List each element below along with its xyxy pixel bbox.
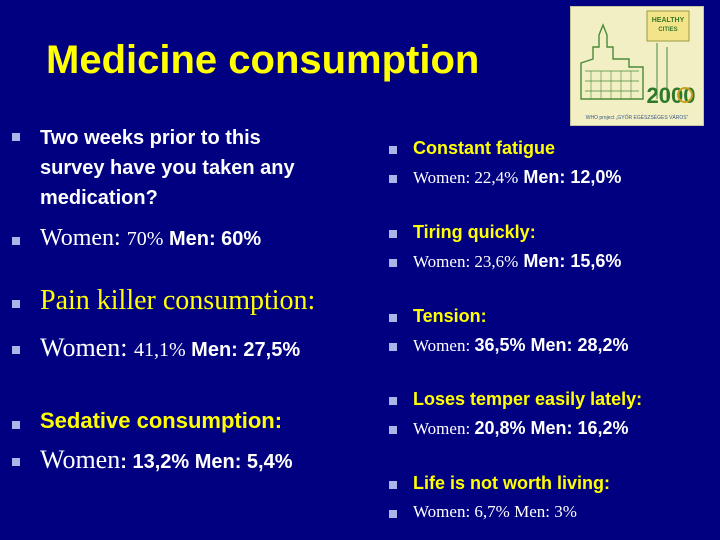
badge-line1: HEALTHY [652, 17, 685, 24]
bullet-icon [12, 237, 20, 245]
bullet-icon [389, 397, 397, 405]
fatigue-rates: Women: 22,4% Men: 12,0% [413, 167, 622, 187]
sedative-rates: Women: 13,2% Men: 5,4% [40, 445, 293, 474]
bullet-icon [12, 346, 20, 354]
bullet-icon [389, 510, 397, 518]
logo-caption: WHO project „GYŐR EGÉSZSÉGES VÁROS” [586, 114, 689, 121]
bullet-icon [12, 458, 20, 466]
badge-line2: CITIES [658, 27, 677, 33]
tiring-rates: Women: 23,6% Men: 15,6% [413, 251, 622, 271]
logo-year: 2000 [647, 83, 696, 108]
bullet-icon [389, 175, 397, 183]
slide-title: Medicine consumption [46, 38, 480, 82]
temper-label: Loses temper easily lately: [413, 389, 643, 409]
fatigue-label: Constant fatigue [413, 138, 555, 158]
tiring-label: Tiring quickly: [413, 222, 536, 242]
bullet-icon [12, 133, 20, 141]
bullet-icon [389, 230, 397, 238]
bullet-icon [389, 426, 397, 434]
pain-killer-label: Pain killer consumption: [40, 285, 316, 316]
question-line: medication? [40, 187, 158, 209]
temper-rates: Women: 20,8% Men: 16,2% [413, 418, 629, 438]
healthy-cities-logo: HEALTHY CITIES 2000 WHO project „GYŐR EG… [570, 6, 704, 126]
pain-killer-rates: Women: 41,1% Men: 27,5% [40, 333, 301, 362]
life-rates: Women: 6,7% Men: 3% [413, 502, 577, 521]
question-line: Two weeks prior to this [40, 127, 261, 149]
bullet-icon [389, 146, 397, 154]
bullet-icon [389, 314, 397, 322]
medication-rates: Women: 70% Men: 60% [40, 225, 262, 251]
sedative-label: Sedative consumption: [40, 408, 283, 433]
question-block: Two weeks prior to this survey have you … [40, 123, 295, 213]
bullet-icon [389, 343, 397, 351]
bullet-icon [389, 259, 397, 267]
tension-rates: Women: 36,5% Men: 28,2% [413, 335, 629, 355]
bullet-icon [389, 481, 397, 489]
question-line: survey have you taken any [40, 157, 295, 179]
tension-label: Tension: [413, 306, 487, 326]
bullet-icon [12, 421, 20, 429]
city-hall-logo-icon: HEALTHY CITIES 2000 WHO project „GYŐR EG… [580, 10, 696, 121]
bullet-icon [12, 300, 20, 308]
life-label: Life is not worth living: [413, 473, 610, 493]
